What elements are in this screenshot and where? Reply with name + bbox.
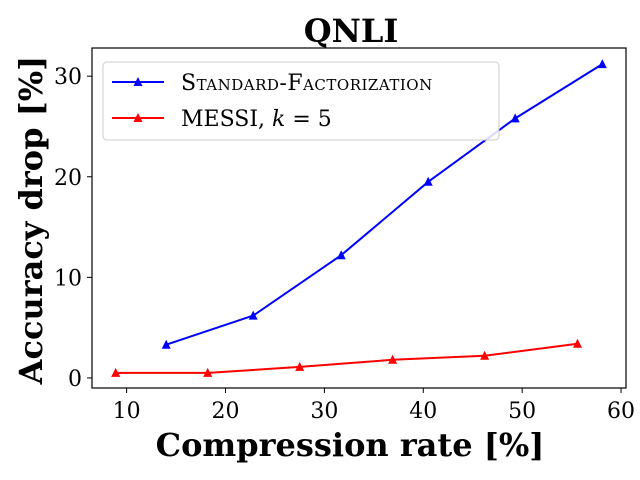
x-axis-ticks: 10 20 30 40 50 60 [113,388,635,424]
legend-marker-messi [133,113,143,122]
legend-label-messi-eq: = 5 [285,107,331,132]
x-tick-label: 20 [212,399,240,424]
x-tick-label: 50 [508,399,536,424]
legend-box [102,61,500,141]
legend: Standard-Factorization MESSI, k = 5 [102,61,500,141]
y-tick-label: 20 [54,166,82,191]
series-messi [111,338,582,377]
x-tick-label: 10 [113,399,141,424]
data-point-messi [573,338,582,348]
y-tick-label: 10 [54,266,82,291]
data-point-messi [388,354,398,364]
x-tick-label: 60 [607,399,635,424]
data-point-standard-factorization [248,310,258,320]
data-point-messi [480,350,490,360]
data-point-messi [295,361,305,371]
y-axis-label: Accuracy drop [%] [12,56,50,386]
x-axis-label: Compression rate [%] [156,426,545,464]
x-tick-label: 30 [310,399,338,424]
series-layer [111,59,607,377]
legend-label-messi-var: k [272,107,285,132]
y-tick-label: 0 [68,367,82,392]
y-axis-ticks: 0 10 20 30 [54,65,92,392]
legend-marker-standard-factorization [133,77,143,86]
legend-label-standard-factorization: Standard-Factorization [181,71,433,96]
x-tick-label: 40 [409,399,437,424]
legend-label-messi: MESSI, k = 5 [181,107,332,132]
chart-title: QNLI [304,12,399,50]
legend-label-messi-text: MESSI, [181,107,272,132]
plot-area-frame [91,47,627,389]
y-tick-label: 30 [54,65,82,90]
data-point-standard-factorization [336,250,346,260]
series-line-standard-factorization [165,63,603,346]
data-point-standard-factorization [161,339,171,349]
data-point-standard-factorization [510,113,520,123]
data-point-standard-factorization [423,176,433,186]
series-line-messi [115,342,578,374]
series-standard-factorization [161,59,607,349]
data-point-standard-factorization [597,59,607,69]
data-point-messi [203,367,213,377]
data-point-messi [111,367,121,377]
